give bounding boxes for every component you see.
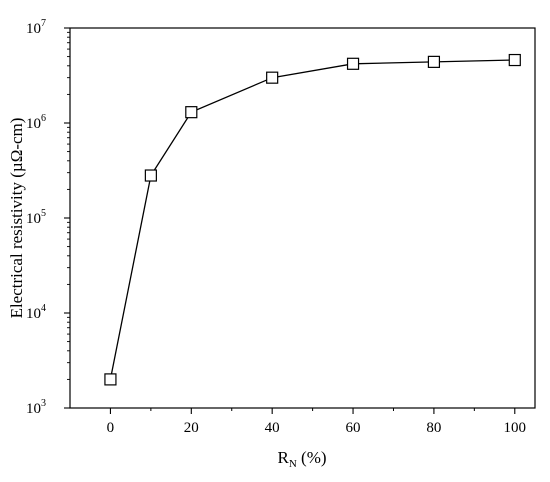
data-point-marker (104, 373, 117, 386)
data-point-marker (266, 71, 279, 84)
y-tick-label: 104 (26, 303, 46, 322)
x-axis-title: RN (%) (277, 448, 326, 470)
y-tick-label: 106 (26, 113, 46, 132)
data-point-marker (185, 106, 198, 119)
data-point-marker (144, 169, 157, 182)
series-layer (104, 53, 521, 386)
data-point-marker (427, 55, 441, 68)
y-tick-label: 103 (26, 398, 46, 417)
series-line (109, 59, 515, 380)
y-axis-title: Electrical resistivity (µΩ-cm) (7, 118, 26, 319)
plot-frame (69, 27, 536, 409)
x-tick-label: 100 (504, 420, 527, 436)
y-tick-label: 107 (26, 18, 46, 37)
x-tick-label: 80 (426, 420, 441, 436)
y-tick-label: 105 (26, 208, 46, 227)
x-tick-label: 20 (184, 420, 199, 436)
y-axis: 103 104 105 106 107 (26, 18, 70, 417)
x-tick-label: 40 (265, 420, 280, 436)
x-axis: 0 20 40 60 80 100 (107, 408, 526, 436)
x-tick-label: 0 (107, 420, 115, 436)
data-point-marker (508, 53, 521, 67)
data-point-marker (346, 57, 360, 70)
x-tick-label: 60 (346, 420, 361, 436)
